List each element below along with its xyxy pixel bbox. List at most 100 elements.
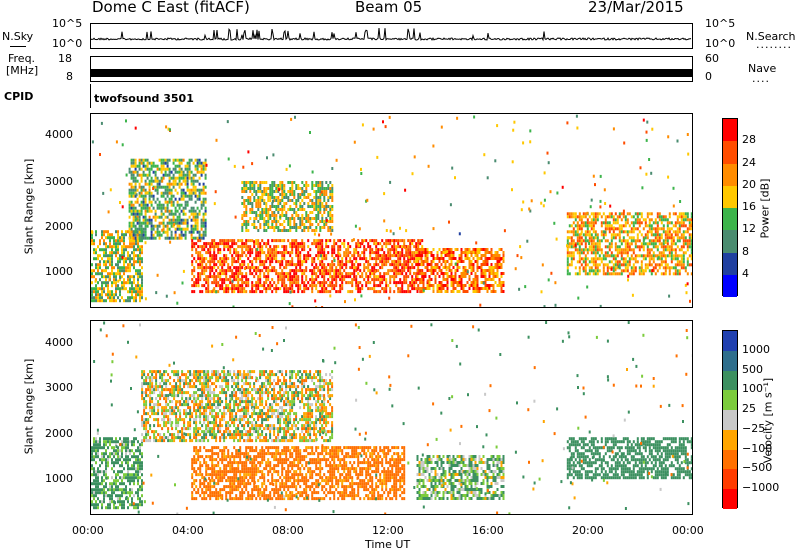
power-cell	[325, 187, 328, 190]
power-cell	[146, 173, 149, 177]
power-cell	[271, 220, 274, 223]
cpid-program: twofsound 3501	[94, 92, 194, 105]
power-cell	[331, 245, 334, 249]
power-cell	[146, 206, 149, 210]
power-cell	[142, 161, 145, 165]
power-cell	[618, 245, 621, 249]
power-cell	[133, 296, 135, 300]
power-cell	[674, 266, 677, 270]
power-cell	[93, 242, 95, 246]
power-cell	[289, 254, 292, 258]
power-cell	[93, 290, 95, 294]
power-cell	[128, 206, 131, 210]
power-cell	[211, 281, 214, 285]
velocity-ylabel: Slant Range [km]	[22, 358, 36, 455]
power-cell	[259, 257, 262, 261]
power-cell	[138, 194, 141, 198]
power-cell	[191, 284, 194, 288]
power-cell	[331, 187, 334, 190]
velocity-cell	[91, 494, 93, 498]
power-scatter	[358, 243, 361, 247]
power-cell	[301, 260, 304, 264]
power-cell	[115, 299, 117, 303]
power-cell	[97, 269, 99, 273]
power-cell	[273, 287, 276, 291]
power-cell	[460, 287, 463, 290]
power-cell	[391, 239, 394, 243]
power-cell	[478, 251, 481, 254]
power-cell	[422, 275, 425, 278]
power-cell	[273, 190, 276, 193]
power-cell	[466, 248, 469, 251]
power-cell	[436, 287, 439, 290]
power-cell	[664, 263, 667, 267]
sky-noise-line	[90, 27, 692, 42]
power-cell	[690, 254, 693, 258]
power-cell	[289, 284, 292, 288]
power-cell	[205, 245, 208, 249]
power-cell	[686, 242, 689, 246]
power-cell	[606, 245, 609, 249]
power-cell	[680, 260, 683, 264]
power-cell	[622, 269, 625, 273]
power-cell	[604, 272, 607, 276]
power-cell	[130, 212, 133, 216]
power-cell	[680, 245, 683, 249]
power-cell	[464, 284, 467, 287]
power-cell	[127, 278, 129, 282]
velocity-cell	[93, 494, 95, 498]
velocity-cell	[125, 443, 127, 447]
power-cell	[117, 242, 119, 246]
power-cell	[604, 263, 607, 267]
power-cell	[255, 248, 258, 252]
power-cell	[289, 242, 292, 246]
power-cell	[351, 281, 354, 285]
power-cell	[249, 181, 252, 184]
power-ylabel: Slant Range [km]	[22, 158, 36, 255]
power-cell	[295, 275, 298, 279]
power-cell	[317, 269, 320, 273]
power-cell	[195, 251, 198, 255]
power-cell	[307, 217, 310, 220]
power-cell	[626, 242, 629, 246]
power-cell	[263, 251, 266, 255]
power-cell	[484, 269, 487, 272]
power-cell	[397, 263, 400, 267]
power-cell	[464, 272, 467, 275]
power-cell	[389, 248, 392, 252]
power-cell	[117, 248, 119, 252]
power-cell	[137, 248, 139, 252]
velocity-cell	[141, 394, 144, 398]
power-scatter	[165, 294, 168, 298]
velocity-cell	[123, 476, 125, 480]
power-cell	[237, 278, 240, 282]
power-cell	[311, 260, 314, 264]
power-cell	[325, 181, 328, 184]
nave-dots: ....	[752, 72, 770, 85]
power-cell	[347, 245, 350, 249]
power-cell	[464, 275, 467, 278]
power-cell	[638, 266, 641, 270]
power-cell	[267, 226, 270, 229]
power-cell	[337, 248, 340, 252]
power-cell	[419, 269, 422, 273]
power-cell	[652, 227, 655, 231]
power-colorbar-tick: 24	[742, 155, 756, 169]
power-cell	[345, 260, 348, 264]
power-cell	[458, 290, 461, 293]
power-cell	[333, 287, 336, 291]
power-cell	[261, 214, 264, 217]
power-cell	[311, 281, 314, 285]
power-cell	[160, 209, 163, 213]
velocity-cell	[137, 479, 139, 483]
power-cell	[313, 242, 316, 246]
power-scatter	[542, 204, 545, 208]
power-cell	[305, 217, 308, 220]
power-cell	[199, 266, 202, 270]
power-cell	[277, 260, 280, 264]
power-cell	[115, 284, 117, 288]
power-cell	[93, 296, 95, 300]
power-cell	[668, 215, 671, 219]
power-cell	[319, 272, 322, 276]
power-cell	[194, 158, 197, 162]
